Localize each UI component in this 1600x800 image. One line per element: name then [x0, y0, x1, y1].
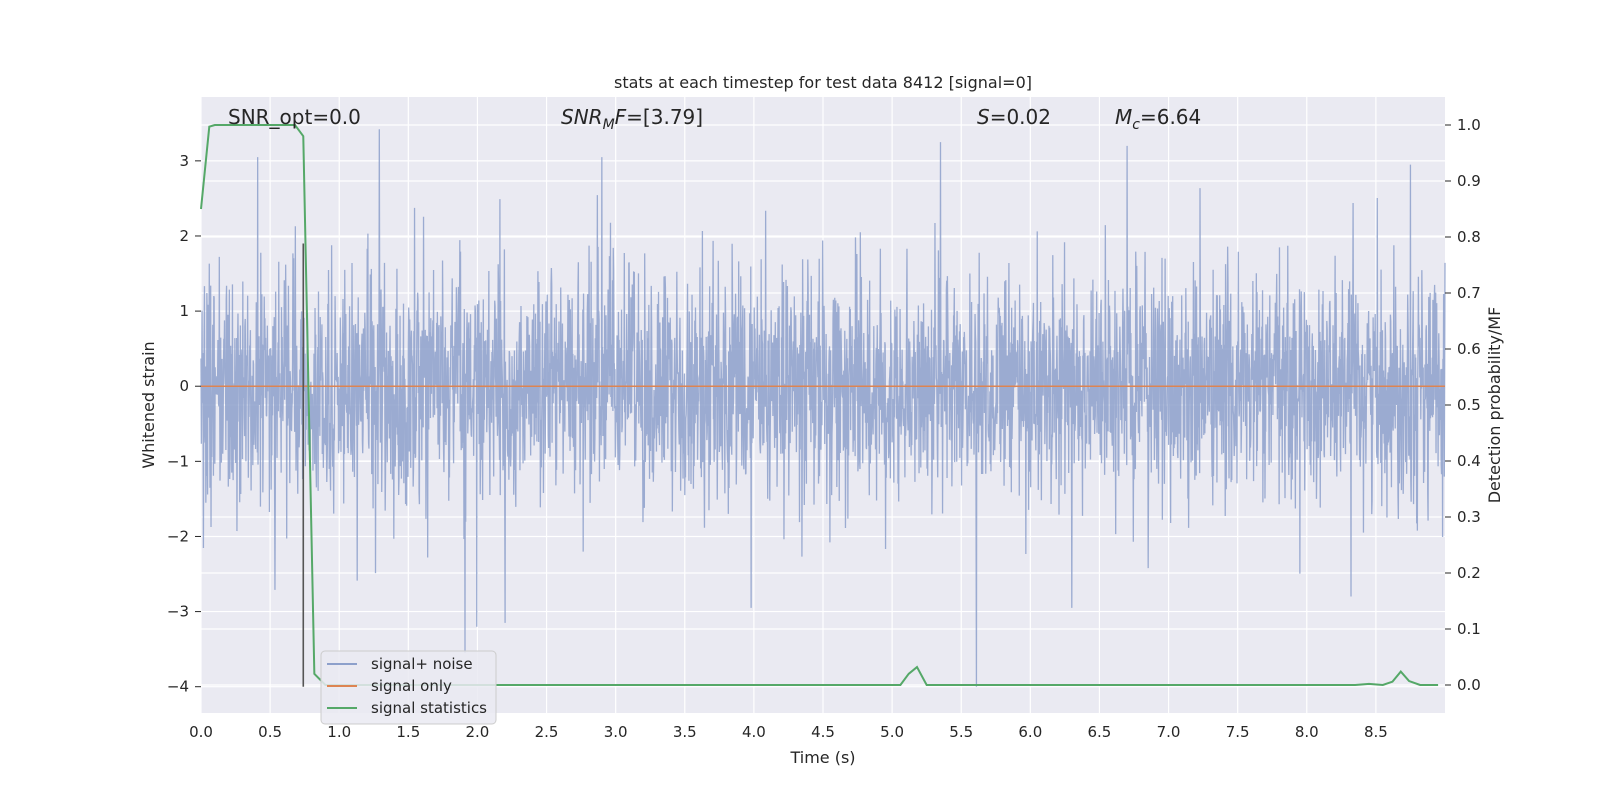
y-axis-right-label: Detection probability/MF	[1485, 307, 1504, 504]
annotation-snr-mf-prefix: SNR	[561, 105, 603, 129]
x-tick-label: 1.5	[396, 723, 420, 741]
annotation-s: S=0.02	[977, 105, 1051, 129]
series-signal-statistics	[200, 124, 1439, 687]
legend-label-signal-noise: signal+ noise	[371, 655, 473, 673]
annotation-snr-mf-mid: F	[615, 105, 627, 129]
annotation-mc: Mc=6.64	[1115, 105, 1201, 133]
y-tick-label-left: −4	[167, 678, 189, 696]
y-tick-label-right: 0.3	[1457, 508, 1481, 526]
x-tick-label: 7.0	[1157, 723, 1181, 741]
x-tick-label: 2.5	[535, 723, 559, 741]
series-signal-noise	[200, 129, 1446, 687]
y-tick-label-right: 0.5	[1457, 396, 1481, 414]
x-tick-label: 0.5	[258, 723, 282, 741]
y-tick-label-right: 1.0	[1457, 116, 1481, 134]
annotation-s-value: =0.02	[990, 105, 1051, 129]
x-tick-label: 5.5	[949, 723, 973, 741]
y-ticks-right: 0.0 0.1 0.2 0.3 0.4 0.5 0.6 0.7 0.8 0.9 1.0	[1445, 116, 1481, 694]
y-tick-label-left: −3	[167, 603, 189, 621]
y-tick-label-right: 0.4	[1457, 452, 1481, 470]
legend-label-signal-statistics: signal statistics	[371, 699, 487, 717]
x-tick-label: 6.0	[1018, 723, 1042, 741]
y-tick-label-left: 0	[179, 377, 189, 395]
annotation-mc-value: =6.64	[1140, 105, 1201, 129]
y-ticks-left: −4 −3 −2 −1 0 1 2 3	[167, 152, 201, 696]
annotation-mc-sub: c	[1132, 117, 1140, 133]
y-tick-label-left: 1	[179, 302, 189, 320]
legend-box	[320, 650, 497, 725]
y-tick-label-left: 2	[179, 227, 189, 245]
annotation-snr-mf: SNRMF=[3.79]	[561, 105, 703, 133]
annotation-mc-label: M	[1115, 105, 1132, 129]
x-tick-label: 8.0	[1295, 723, 1319, 741]
x-tick-label: 8.5	[1364, 723, 1388, 741]
y-tick-label-right: 0.9	[1457, 172, 1481, 190]
x-tick-label: 7.5	[1226, 723, 1250, 741]
chart-title: stats at each timestep for test data 841…	[614, 73, 1032, 92]
y-tick-label-right: 0.2	[1457, 564, 1481, 582]
annotation-snr-mf-value: =[3.79]	[626, 105, 703, 129]
x-tick-label: 0.0	[189, 723, 213, 741]
y-tick-label-left: −2	[167, 527, 189, 545]
y-tick-label-left: −1	[167, 452, 189, 470]
y-tick-label-right: 0.1	[1457, 620, 1481, 638]
x-tick-label: 5.0	[880, 723, 904, 741]
x-tick-label: 1.0	[327, 723, 351, 741]
y-tick-label-right: 0.6	[1457, 340, 1481, 358]
annotation-snr-opt: SNR_opt=0.0	[228, 105, 361, 129]
x-tick-label: 2.0	[466, 723, 490, 741]
x-tick-label: 4.5	[811, 723, 835, 741]
y-tick-label-left: 3	[179, 152, 189, 170]
x-tick-label: 4.0	[742, 723, 766, 741]
legend: signal+ noise signal only signal statist…	[320, 650, 497, 725]
legend-label-signal-only: signal only	[371, 677, 452, 695]
x-tick-label: 3.0	[604, 723, 628, 741]
x-tick-label: 3.5	[673, 723, 697, 741]
y-tick-label-right: 0.0	[1457, 676, 1481, 694]
y-axis-left-label: Whitened strain	[139, 341, 158, 468]
x-axis-label: Time (s)	[789, 748, 855, 767]
y-tick-label-right: 0.8	[1457, 228, 1481, 246]
line-series	[200, 124, 1445, 687]
x-tick-label: 6.5	[1088, 723, 1112, 741]
x-ticks: 0.0 0.5 1.0 1.5 2.0 2.5 3.0 3.5 4.0 4.5 5.0 5.5 6.0 6…	[189, 723, 1388, 741]
annotation-snr-mf-sub: M	[603, 117, 615, 133]
annotation-s-label: S	[977, 105, 990, 129]
signal-noise-series	[200, 129, 1446, 687]
y-tick-label-right: 0.7	[1457, 284, 1481, 302]
